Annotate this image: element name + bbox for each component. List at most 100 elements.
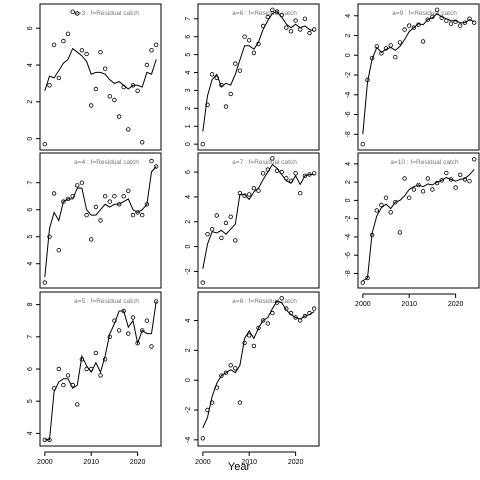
data-point <box>274 9 280 14</box>
data-point <box>233 238 238 243</box>
data-point <box>265 14 270 20</box>
data-point <box>312 171 317 176</box>
y-tick-label: 2 <box>185 348 192 352</box>
data-point <box>439 178 444 183</box>
data-point <box>200 141 205 147</box>
y-tick-label: 4 <box>185 70 192 74</box>
data-point <box>209 72 215 77</box>
data-point <box>265 321 270 326</box>
y-tick-label: 0 <box>185 245 192 249</box>
data-point <box>407 195 412 200</box>
y-tick-label: 2 <box>185 220 192 224</box>
data-point <box>75 11 80 16</box>
x-tick-label: 2000 <box>195 459 211 466</box>
data-point <box>251 50 257 55</box>
y-tick-label: -2 <box>185 407 192 413</box>
x-tick-label: 2020 <box>448 301 464 308</box>
data-point <box>93 86 99 92</box>
data-point <box>47 234 52 239</box>
data-point <box>237 400 243 405</box>
data-point <box>228 91 233 97</box>
data-point <box>205 102 210 107</box>
data-point <box>302 313 308 319</box>
data-point <box>246 333 252 338</box>
data-point <box>93 350 99 356</box>
y-tick-label: 8 <box>27 303 34 307</box>
data-point <box>65 196 71 202</box>
data-point <box>233 61 238 66</box>
data-point <box>293 315 298 320</box>
data-point <box>149 158 154 164</box>
panel-title: a=7 : f=Residual catch <box>232 159 297 166</box>
data-point <box>402 27 407 32</box>
data-point <box>270 156 275 161</box>
data-point <box>293 18 298 23</box>
data-point <box>107 199 112 204</box>
data-point <box>288 310 294 316</box>
panel-title: a=6 : f=Residual catch <box>232 10 297 17</box>
panel-7: a=9 : f=Residual catch -8 -6 -4 -2 0 2 4 <box>345 3 480 151</box>
data-point <box>135 341 140 346</box>
data-point <box>70 193 75 199</box>
data-point <box>98 373 103 378</box>
data-point <box>214 75 219 81</box>
data-point <box>126 331 131 336</box>
data-point <box>65 373 71 378</box>
data-point <box>458 172 463 177</box>
data-point <box>237 190 243 196</box>
y-tick-label: 6 <box>185 170 192 174</box>
data-point <box>70 382 75 388</box>
y-tick-label: 4 <box>27 431 34 435</box>
panel-frame <box>357 152 480 289</box>
data-point <box>228 214 233 219</box>
data-point <box>453 19 458 24</box>
panel-1: a=3 : f=Residual catch 0 2 4 6 <box>27 3 162 151</box>
data-point <box>42 280 47 285</box>
y-tick-label: 0 <box>27 137 34 141</box>
panel-title: a=10 : f=Residual catch <box>390 159 459 166</box>
panel-title: a=3 : f=Residual catch <box>74 10 139 17</box>
y-tick-label: 7 <box>185 17 192 21</box>
data-point <box>130 83 136 88</box>
data-point <box>61 382 66 388</box>
data-point <box>251 185 257 191</box>
y-tick-label: 0 <box>185 142 192 146</box>
data-point <box>360 141 365 147</box>
data-point <box>365 275 370 281</box>
data-point <box>430 187 435 192</box>
data-point <box>416 182 421 188</box>
panel-6: a=8 : f=Residual catch -4 -2 0 2 4 2000 2010 202… <box>185 291 320 466</box>
data-point <box>302 173 308 178</box>
fitted-line <box>202 300 315 429</box>
data-point <box>298 190 303 196</box>
y-tick-label: -8 <box>345 270 352 276</box>
y-tick-label: 7 <box>27 181 34 185</box>
data-point <box>214 213 219 218</box>
data-point <box>56 366 61 372</box>
y-tick-label: -6 <box>345 252 352 258</box>
data-point <box>397 230 403 235</box>
y-tick-label: -2 <box>345 215 352 221</box>
data-point <box>79 48 85 53</box>
data-point <box>214 385 219 390</box>
data-point <box>411 187 417 192</box>
data-point <box>462 177 468 182</box>
data-point <box>116 202 122 207</box>
data-point <box>42 141 47 147</box>
data-point <box>237 68 243 73</box>
y-tick-label: 6 <box>27 208 34 212</box>
data-point <box>360 280 365 285</box>
data-point <box>284 176 289 181</box>
data-point <box>121 308 126 314</box>
fitted-line <box>44 301 157 441</box>
data-point <box>416 22 421 27</box>
data-point <box>84 366 89 372</box>
data-point <box>402 176 407 181</box>
data-point <box>56 247 61 253</box>
data-point <box>219 235 224 241</box>
data-point <box>298 27 303 32</box>
data-point <box>51 191 57 196</box>
data-point <box>51 386 57 391</box>
data-point <box>223 104 229 109</box>
data-point <box>388 43 393 48</box>
